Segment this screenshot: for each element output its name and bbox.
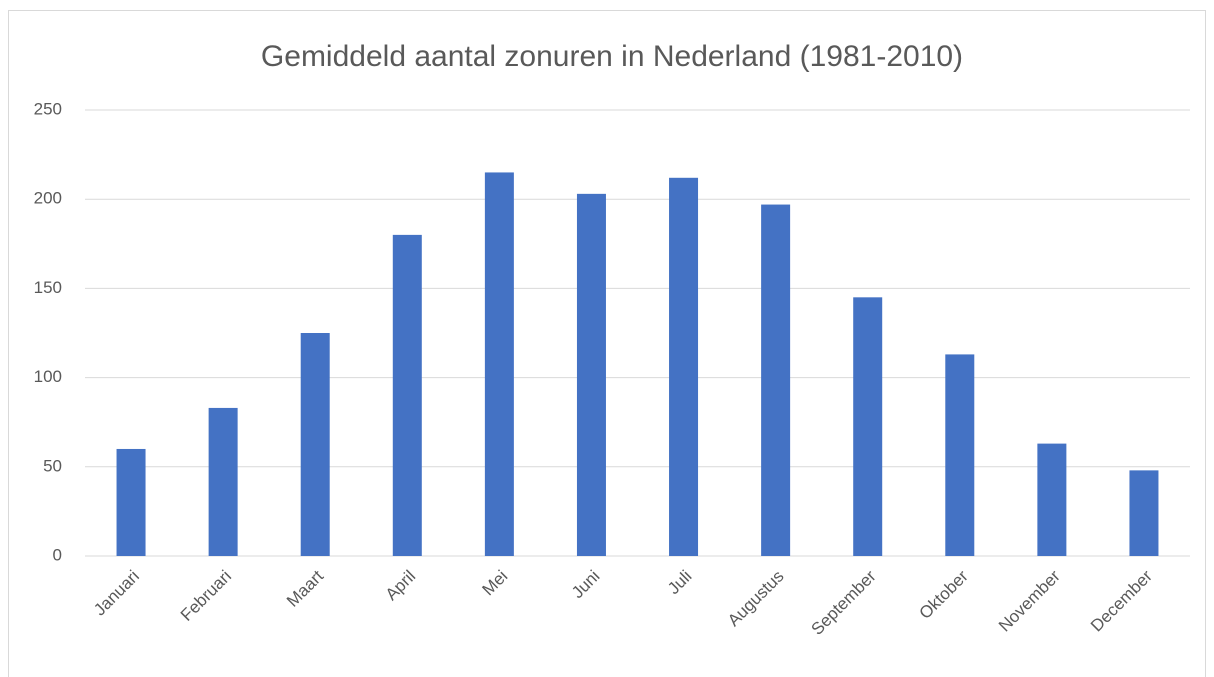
y-tick-label: 150 bbox=[34, 278, 62, 297]
bar bbox=[116, 448, 146, 556]
y-tick-label: 50 bbox=[43, 456, 62, 475]
y-tick-label: 250 bbox=[34, 99, 62, 118]
bar bbox=[669, 177, 699, 557]
bar bbox=[761, 204, 791, 556]
bar bbox=[945, 354, 975, 556]
bar bbox=[1037, 443, 1067, 556]
y-tick-label: 0 bbox=[53, 545, 62, 564]
bar bbox=[300, 333, 330, 556]
bar bbox=[484, 172, 514, 556]
y-tick-label: 100 bbox=[34, 367, 62, 386]
bar bbox=[208, 407, 238, 556]
y-tick-label: 200 bbox=[34, 189, 62, 208]
bar bbox=[576, 193, 606, 556]
bar bbox=[853, 297, 883, 556]
bar bbox=[1129, 470, 1159, 556]
bar bbox=[392, 234, 422, 556]
chart-border bbox=[8, 10, 1206, 677]
chart-title: Gemiddeld aantal zonuren in Nederland (1… bbox=[261, 40, 963, 73]
